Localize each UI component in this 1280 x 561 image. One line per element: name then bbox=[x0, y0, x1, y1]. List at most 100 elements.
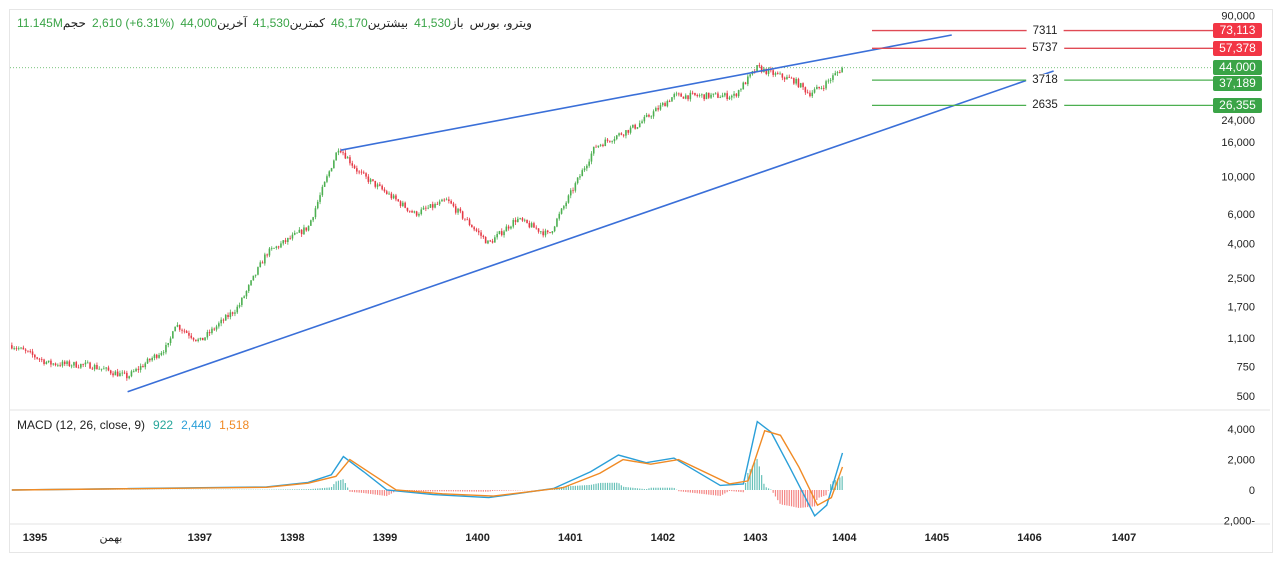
macd-histogram-bar bbox=[680, 490, 682, 492]
candle-body bbox=[422, 207, 425, 210]
candle-body bbox=[231, 312, 234, 314]
candle-body bbox=[82, 363, 84, 365]
macd-histogram-bar bbox=[593, 484, 595, 490]
candle-body bbox=[747, 76, 749, 85]
candle-body bbox=[760, 66, 763, 73]
candle-body bbox=[443, 199, 446, 201]
candle-body bbox=[604, 139, 607, 147]
macd-histogram-bar bbox=[749, 469, 751, 490]
candle-body bbox=[36, 357, 38, 359]
candle-body bbox=[43, 359, 45, 364]
candle-body bbox=[38, 358, 41, 360]
price-tick-label: 6,000 bbox=[1227, 209, 1255, 221]
candle-body bbox=[178, 325, 181, 330]
macd-histogram-bar bbox=[328, 487, 330, 490]
macd-histogram-bar bbox=[841, 476, 843, 490]
candle-body bbox=[776, 73, 779, 75]
candle-body bbox=[241, 297, 243, 306]
macd-histogram-bar bbox=[367, 490, 369, 494]
level-price-tag: 73,113 bbox=[1213, 23, 1262, 39]
candle-body bbox=[452, 203, 455, 207]
candle-body bbox=[689, 92, 692, 100]
macd-histogram-bar bbox=[618, 483, 620, 490]
macd-histogram-bar bbox=[701, 490, 703, 494]
macd-histogram-bar bbox=[466, 490, 468, 492]
candle-body bbox=[153, 354, 156, 359]
candle-body bbox=[595, 146, 597, 148]
candle-body bbox=[185, 331, 188, 333]
chart-frame bbox=[9, 9, 1273, 553]
macd-histogram-bar bbox=[335, 481, 337, 490]
macd-histogram-bar bbox=[347, 487, 349, 490]
macd-histogram-bar bbox=[839, 477, 841, 490]
time-tick-label: 1400 bbox=[465, 532, 489, 544]
candle-body bbox=[484, 237, 487, 244]
candle-body bbox=[583, 168, 586, 171]
candle-body bbox=[687, 95, 689, 100]
candle-body bbox=[730, 95, 733, 98]
macd-histogram-bar bbox=[473, 490, 475, 492]
macd-histogram-bar bbox=[655, 487, 657, 490]
macd-histogram-bar bbox=[600, 482, 602, 490]
candle-body bbox=[247, 285, 250, 291]
price-tick-label: 750 bbox=[1237, 361, 1255, 373]
candle-body bbox=[765, 68, 768, 74]
candle-body bbox=[588, 161, 590, 166]
candle-body bbox=[261, 262, 264, 264]
candle-body bbox=[537, 228, 540, 232]
macd-histogram-bar bbox=[795, 490, 797, 508]
candle-body bbox=[473, 227, 475, 230]
candle-body bbox=[615, 135, 618, 140]
time-tick-label: 1403 bbox=[743, 532, 767, 544]
macd-histogram-bar bbox=[289, 489, 291, 490]
macd-tick-label: 2,000 bbox=[1227, 455, 1255, 467]
macd-histogram-bar bbox=[418, 490, 420, 492]
candle-body bbox=[721, 95, 724, 98]
candle-body bbox=[546, 230, 549, 233]
macd-histogram-bar bbox=[351, 490, 353, 493]
candle-body bbox=[611, 141, 613, 142]
macd-histogram-bar bbox=[356, 490, 358, 493]
macd-histogram-bar bbox=[590, 484, 593, 490]
macd-histogram-bar bbox=[754, 462, 756, 490]
candle-body bbox=[707, 92, 710, 98]
macd-histogram-bar bbox=[583, 485, 586, 490]
macd-histogram-bar bbox=[487, 490, 489, 492]
candle-body bbox=[457, 208, 459, 213]
candle-body bbox=[498, 231, 501, 234]
time-tick-label: 1398 bbox=[280, 532, 304, 544]
candle-body bbox=[517, 218, 519, 223]
candle-body bbox=[289, 237, 291, 239]
macd-histogram-bar bbox=[450, 490, 452, 492]
candle-body bbox=[714, 93, 717, 95]
candle-body bbox=[80, 363, 82, 368]
candle-body bbox=[519, 218, 521, 219]
level-price-tag: 57,378 bbox=[1213, 40, 1262, 56]
candle-body bbox=[652, 111, 655, 117]
candle-body bbox=[813, 89, 816, 93]
macd-histogram-bar bbox=[556, 488, 558, 490]
macd-histogram-bar bbox=[712, 490, 714, 496]
macd-histogram-bar bbox=[825, 490, 827, 496]
macd-histogram-bar bbox=[639, 488, 641, 490]
macd-histogram-bar bbox=[620, 485, 622, 490]
candle-body bbox=[63, 361, 66, 365]
candle-body bbox=[827, 80, 830, 82]
macd-histogram-bar bbox=[508, 490, 510, 491]
macd-histogram-bar bbox=[383, 490, 386, 496]
macd-histogram-bar bbox=[321, 488, 323, 490]
candle-body bbox=[399, 201, 402, 206]
candle-body bbox=[220, 319, 222, 324]
candle-body bbox=[29, 351, 32, 352]
candle-body bbox=[121, 372, 124, 374]
candle-body bbox=[468, 219, 471, 226]
candle-body bbox=[427, 207, 429, 209]
macd-histogram-bar bbox=[777, 490, 779, 501]
candle-body bbox=[523, 219, 526, 221]
candle-body bbox=[128, 376, 130, 379]
candle-body bbox=[395, 195, 397, 200]
macd-histogram-bar bbox=[774, 490, 777, 497]
candle-body bbox=[841, 67, 843, 73]
macd-histogram-bar bbox=[666, 487, 668, 490]
